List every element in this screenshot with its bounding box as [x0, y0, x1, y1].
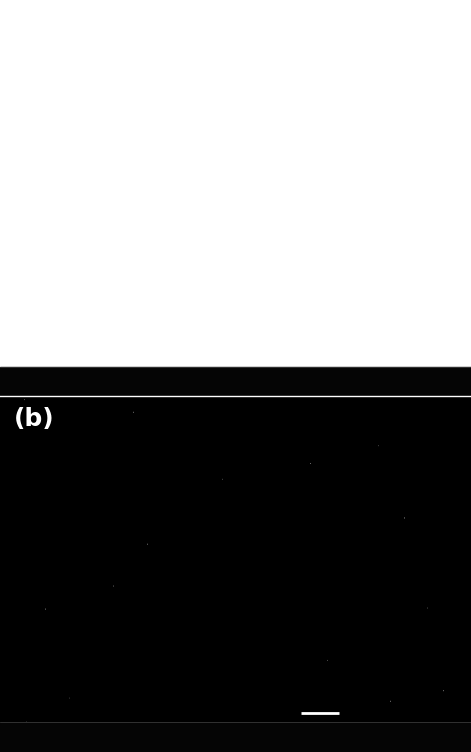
Text: (b): (b): [14, 407, 55, 431]
Text: x15,000: x15,000: [264, 377, 299, 386]
Bar: [0, 367, 471, 396]
Text: (a): (a): [14, 12, 54, 36]
Text: 15.0kV: 15.0kV: [198, 377, 228, 386]
Text: x100,000: x100,000: [264, 732, 304, 741]
Text: NON:: NON:: [5, 732, 24, 741]
Bar: [0, 722, 471, 752]
Text: 15.0kV: 15.0kV: [198, 732, 228, 741]
Text: NON:: NON:: [5, 377, 24, 386]
Text: SEI: SEI: [127, 732, 142, 741]
Text: WD12.0mm: WD12.0mm: [386, 732, 426, 741]
Text: 500nm: 500nm: [330, 732, 355, 741]
Text: WD3.5mm: WD3.5mm: [386, 377, 421, 386]
Text: SEI: SEI: [127, 377, 142, 386]
Text: 1μm: 1μm: [330, 377, 345, 386]
